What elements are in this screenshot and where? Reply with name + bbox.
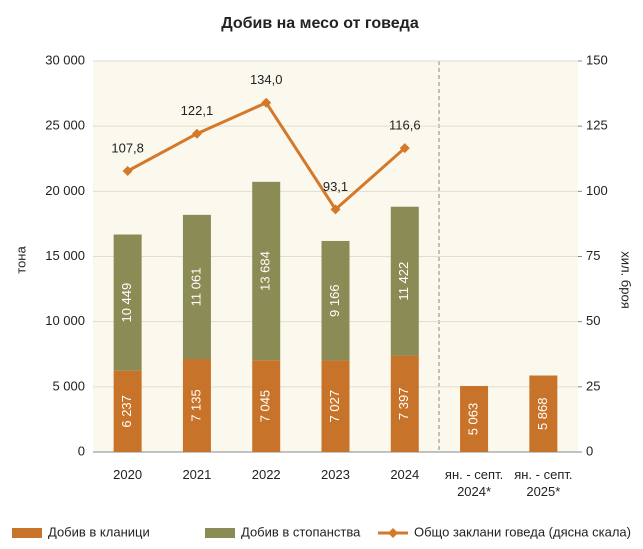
- line-value-label: 93,1: [323, 179, 348, 194]
- bar-segment: [182, 359, 211, 452]
- bar-segment: [321, 360, 350, 452]
- bar-value-label: 10 449: [119, 283, 134, 323]
- bar-value-label: 6 237: [119, 395, 134, 428]
- y2-tick-label: 0: [586, 443, 593, 458]
- bar-value-label: 9 166: [327, 284, 342, 317]
- x-tick-label: 2022: [251, 467, 281, 482]
- x-tick-label: ян. - септ. 2025*: [514, 467, 573, 499]
- x-tick-label: 2023: [321, 467, 350, 482]
- bar-segment: [113, 234, 142, 371]
- y-axis-label: тона: [13, 246, 28, 274]
- line-marker: [330, 204, 341, 215]
- y2-tick-label: 100: [586, 183, 608, 198]
- bar-segment: [252, 360, 281, 452]
- bar-value-label: 11 061: [188, 268, 203, 307]
- bar-segment: [252, 181, 281, 361]
- bar-segment: [321, 240, 350, 361]
- legend-swatch: [205, 528, 235, 538]
- y2-tick-label: 150: [586, 52, 608, 67]
- line-value-label: 122,1: [181, 103, 214, 118]
- bar-segment: [390, 206, 419, 356]
- line-marker: [399, 143, 410, 154]
- y-tick-label: 0: [78, 443, 85, 458]
- y-tick-label: 10 000: [45, 313, 85, 328]
- line-marker: [261, 97, 272, 108]
- y2-axis-label: хил. броя: [619, 251, 634, 309]
- x-tick-label: 2020: [113, 467, 143, 482]
- bar-segment: [390, 355, 419, 452]
- bar-value-label: 7 397: [396, 388, 411, 421]
- legend-swatch: [12, 528, 42, 538]
- bar-value-label: 7 045: [258, 390, 273, 423]
- bar-segment: [529, 375, 558, 452]
- bar-value-label: 5 063: [466, 403, 481, 436]
- y-tick-label: 25 000: [45, 118, 85, 133]
- legend-marker: [388, 528, 398, 538]
- line-value-label: 134,0: [250, 72, 283, 87]
- line-value-label: 116,6: [389, 118, 421, 133]
- x-tick-label: 2021: [182, 467, 212, 482]
- line-marker: [122, 166, 133, 177]
- bar-segment: [460, 386, 489, 452]
- y-tick-label: 15 000: [45, 248, 85, 263]
- bar-value-label: 11 422: [396, 262, 411, 301]
- legend-label: Добив в стопанства: [241, 524, 361, 539]
- y-tick-label: 30 000: [45, 52, 85, 67]
- legend-label: Общо заклани говеда (дясна скала): [414, 524, 631, 539]
- line-value-label: 107,8: [111, 140, 144, 155]
- bar-segment: [113, 370, 142, 452]
- x-tick-label: ян. - септ. 2024*: [444, 467, 504, 499]
- y-tick-label: 5 000: [52, 378, 85, 393]
- y2-tick-label: 50: [586, 313, 600, 328]
- y2-tick-label: 75: [586, 248, 600, 263]
- bar-value-label: 7 135: [188, 389, 203, 422]
- y-tick-label: 20 000: [45, 183, 85, 198]
- bar-value-label: 13 684: [258, 251, 273, 291]
- legend-label: Добив в кланици: [48, 524, 150, 539]
- y2-tick-label: 125: [586, 118, 608, 133]
- line-marker: [191, 128, 202, 139]
- bar-value-label: 5 868: [535, 397, 550, 430]
- y2-tick-label: 25: [586, 378, 600, 393]
- chart-title: Добив на месо от говеда: [221, 15, 419, 32]
- bar-value-label: 7 027: [327, 390, 342, 423]
- x-tick-label: 2024: [390, 467, 420, 482]
- bar-segment: [182, 214, 211, 360]
